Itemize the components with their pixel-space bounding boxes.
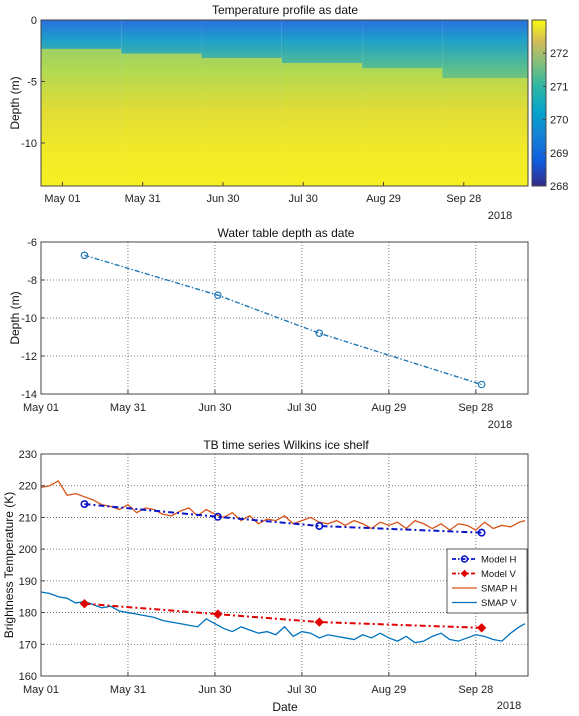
x-tick-label-1: Aug 29	[366, 193, 401, 205]
x-tick-label-2: May 31	[110, 402, 146, 414]
year-label-3: 2018	[497, 700, 521, 712]
colorbar-tick-label: 269	[550, 148, 568, 160]
y-tick-label-3: 170	[19, 639, 37, 651]
legend-label: SMAP H	[481, 584, 517, 595]
y-axis-label-3: Brightness Temperature (K)	[2, 492, 16, 639]
water-table-point	[80, 251, 89, 260]
legend-marker-circle	[460, 555, 469, 563]
colorbar-ticks: 268 269 270 271 272	[543, 48, 568, 193]
panel-tb-time-series: TB time series Wilkins ice shelf May 01 M…	[2, 438, 529, 714]
colorbar-tick-label: 272	[550, 48, 568, 60]
chart-title-3: TB time series Wilkins ice shelf	[203, 438, 369, 452]
axes-1: May 01 May 31 Jun 30 Jul 30 Aug 29 Sep 28 0 -5 -…	[21, 15, 481, 205]
y-tick-label-2: -12	[21, 351, 37, 363]
legend-box	[446, 548, 528, 614]
x-tick-label-2: Aug 29	[371, 402, 406, 414]
x-tick-label-1: Jun 30	[206, 193, 239, 205]
heatmap-column-deep	[442, 78, 528, 186]
series-line-model-h	[84, 503, 482, 534]
panel-water-table: Water table depth as date May 01 May 31 Ju…	[8, 226, 529, 431]
water-table-point	[477, 380, 486, 389]
series-line-smap-v	[41, 591, 526, 644]
legend-label: Model H	[481, 555, 517, 566]
series-2	[80, 251, 486, 389]
y-tick-label-3: 180	[19, 608, 37, 620]
colorbar-tick-label: 268	[550, 181, 568, 193]
x-tick-label-2: Sep 28	[458, 402, 493, 414]
y-tick-label-3: 220	[19, 481, 37, 493]
year-label-2: 2018	[488, 419, 512, 431]
model-h-point	[80, 500, 89, 509]
model-v-point	[314, 617, 324, 627]
grid-2	[41, 242, 528, 394]
legend-label: Model V	[481, 569, 517, 580]
y-tick-label-1: -10	[21, 138, 37, 150]
x-tick-label-2: May 01	[23, 402, 59, 414]
model-v-point	[476, 623, 487, 633]
y-tick-label-2: -14	[21, 389, 37, 401]
heatmap-column-deep	[121, 53, 202, 186]
model-h-point	[315, 521, 324, 530]
x-tick-label-2: Jun 30	[198, 402, 231, 414]
model-v-point	[213, 609, 223, 619]
water-table-line	[84, 254, 482, 386]
colorbar-tick-label: 271	[550, 81, 568, 93]
plot-frame-1	[40, 19, 529, 187]
y-tick-label-3: 200	[19, 544, 37, 556]
x-tick-label-3: Aug 29	[371, 684, 406, 696]
model-h-point	[213, 512, 222, 521]
colorbar-tick-label: 270	[550, 115, 568, 127]
chart-title-2: Water table depth as date	[218, 226, 355, 240]
chart-title-1: Temperature profile as date	[212, 3, 358, 17]
year-label-1: 2018	[488, 210, 512, 222]
heatmap-column-deep	[41, 48, 122, 186]
water-table-point	[214, 291, 222, 300]
legend-marker-diamond	[460, 569, 469, 578]
series-line-model-v	[84, 602, 482, 629]
plot-frame-3	[40, 453, 529, 677]
x-tick-label-3: Jun 30	[198, 684, 231, 696]
y-tick-label-2: -8	[27, 275, 37, 287]
y-axis-label-1: Depth (m)	[8, 76, 22, 129]
y-tick-label-1: -5	[27, 76, 37, 88]
heatmap-column-deep	[281, 63, 363, 186]
model-h-point	[477, 528, 486, 537]
x-tick-label-1: May 31	[125, 193, 161, 205]
heatmap-columns	[41, 20, 528, 186]
y-axis-label-2: Depth (m)	[8, 291, 22, 344]
x-tick-label-3: Jul 30	[287, 684, 316, 696]
legend-label: SMAP V	[481, 598, 517, 609]
legend: Model H Model V SMAP H SMAP V	[446, 548, 528, 614]
x-tick-label-1: Sep 28	[446, 193, 481, 205]
y-tick-label-3: 190	[19, 576, 37, 588]
x-tick-label-3: Sep 28	[458, 684, 493, 696]
x-tick-label-1: Jul 30	[289, 193, 318, 205]
y-tick-label-1: 0	[31, 15, 37, 27]
axes-3: May 01 May 31 Jun 30 Jul 30 Aug 29 Sep 28 160 1…	[19, 449, 494, 696]
x-tick-label-3: May 31	[110, 684, 146, 696]
heatmap-column-deep	[362, 68, 443, 186]
y-tick-label-3: 160	[19, 671, 37, 683]
x-tick-label-2: Jul 30	[287, 402, 316, 414]
y-tick-label-3: 230	[19, 449, 37, 461]
x-tick-label-3: May 01	[23, 684, 59, 696]
axes-2: May 01 May 31 Jun 30 Jul 30 Aug 29 Sep 28 -6 -8…	[21, 237, 493, 414]
y-tick-label-3: 210	[19, 512, 37, 524]
x-tick-label-1: May 01	[44, 193, 80, 205]
panel-temperature-profile: Temperature profile as date May 01 May 31…	[8, 3, 568, 222]
colorbar	[531, 19, 547, 187]
heatmap-column-deep	[201, 57, 282, 186]
water-table-point	[315, 329, 324, 338]
y-tick-label-2: -6	[27, 237, 37, 249]
x-axis-label-3: Date	[272, 700, 298, 714]
y-tick-label-2: -10	[21, 313, 37, 325]
series-3	[41, 480, 526, 644]
model-v-point	[79, 598, 90, 609]
